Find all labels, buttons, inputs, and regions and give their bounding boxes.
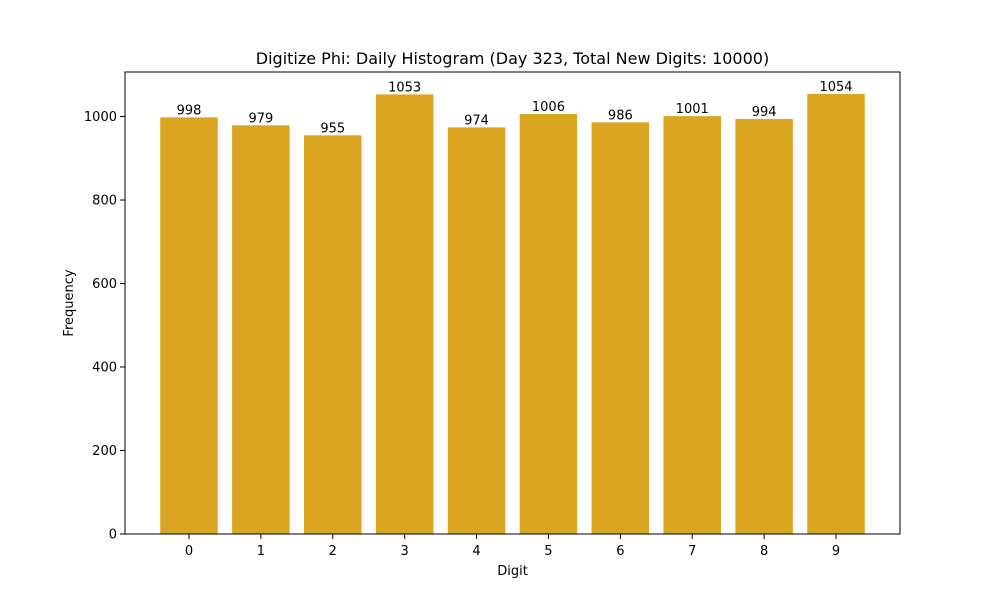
x-tick-label: 1 [257, 544, 265, 559]
x-tick-label: 4 [472, 544, 480, 559]
x-tick-label: 6 [616, 544, 624, 559]
data-label-digit-1: 979 [248, 111, 273, 126]
x-tick-label: 7 [688, 544, 696, 559]
y-tick-label: 200 [92, 444, 117, 459]
bar-digit-2 [304, 135, 362, 534]
y-tick-label: 1000 [84, 110, 117, 125]
bar-digit-0 [160, 117, 218, 534]
bar-digit-3 [375, 94, 434, 535]
data-label-digit-9: 1054 [819, 80, 852, 95]
y-axis-label: Frequency [62, 269, 77, 336]
data-label-digit-2: 955 [320, 121, 345, 136]
data-label-digit-8: 994 [752, 105, 777, 120]
data-label-digit-0: 998 [177, 103, 202, 118]
plot-frame [124, 71, 901, 535]
bar-digit-1 [232, 125, 290, 534]
y-tick-label: 600 [92, 277, 117, 292]
y-tick-label: 0 [109, 528, 117, 543]
data-label-digit-3: 1053 [388, 80, 421, 95]
data-label-digit-4: 974 [464, 113, 489, 128]
x-tick-label: 5 [544, 544, 552, 559]
chart-title: Digitize Phi: Daily Histogram (Day 323, … [256, 49, 769, 68]
bar-digit-5 [519, 114, 578, 534]
bar-digit-9 [807, 94, 865, 534]
x-tick-label: 2 [329, 544, 337, 559]
bar-digit-8 [735, 119, 793, 535]
data-label-digit-5: 1006 [532, 100, 565, 115]
y-tick-label: 400 [92, 361, 117, 376]
bar-digit-4 [447, 127, 506, 535]
bars-layer [160, 94, 865, 535]
x-tick-label: 3 [401, 544, 409, 559]
bar-digit-7 [663, 116, 721, 534]
data-label-digit-6: 986 [608, 108, 633, 123]
x-axis-label: Digit [497, 564, 528, 579]
data-labels-layer: 998 979 955 1053 974 1006 986 1001 994 1054 [177, 80, 853, 136]
y-tick-label: 800 [92, 194, 117, 209]
y-axis-ticks: 0 200 400 600 800 1000 [84, 110, 125, 543]
data-label-digit-7: 1001 [676, 102, 709, 117]
x-tick-label: 9 [832, 544, 840, 559]
x-axis-ticks: 0 1 2 3 4 5 6 7 8 9 [185, 534, 840, 559]
x-tick-label: 8 [760, 544, 768, 559]
x-tick-label: 0 [185, 544, 193, 559]
bar-digit-6 [591, 122, 650, 535]
